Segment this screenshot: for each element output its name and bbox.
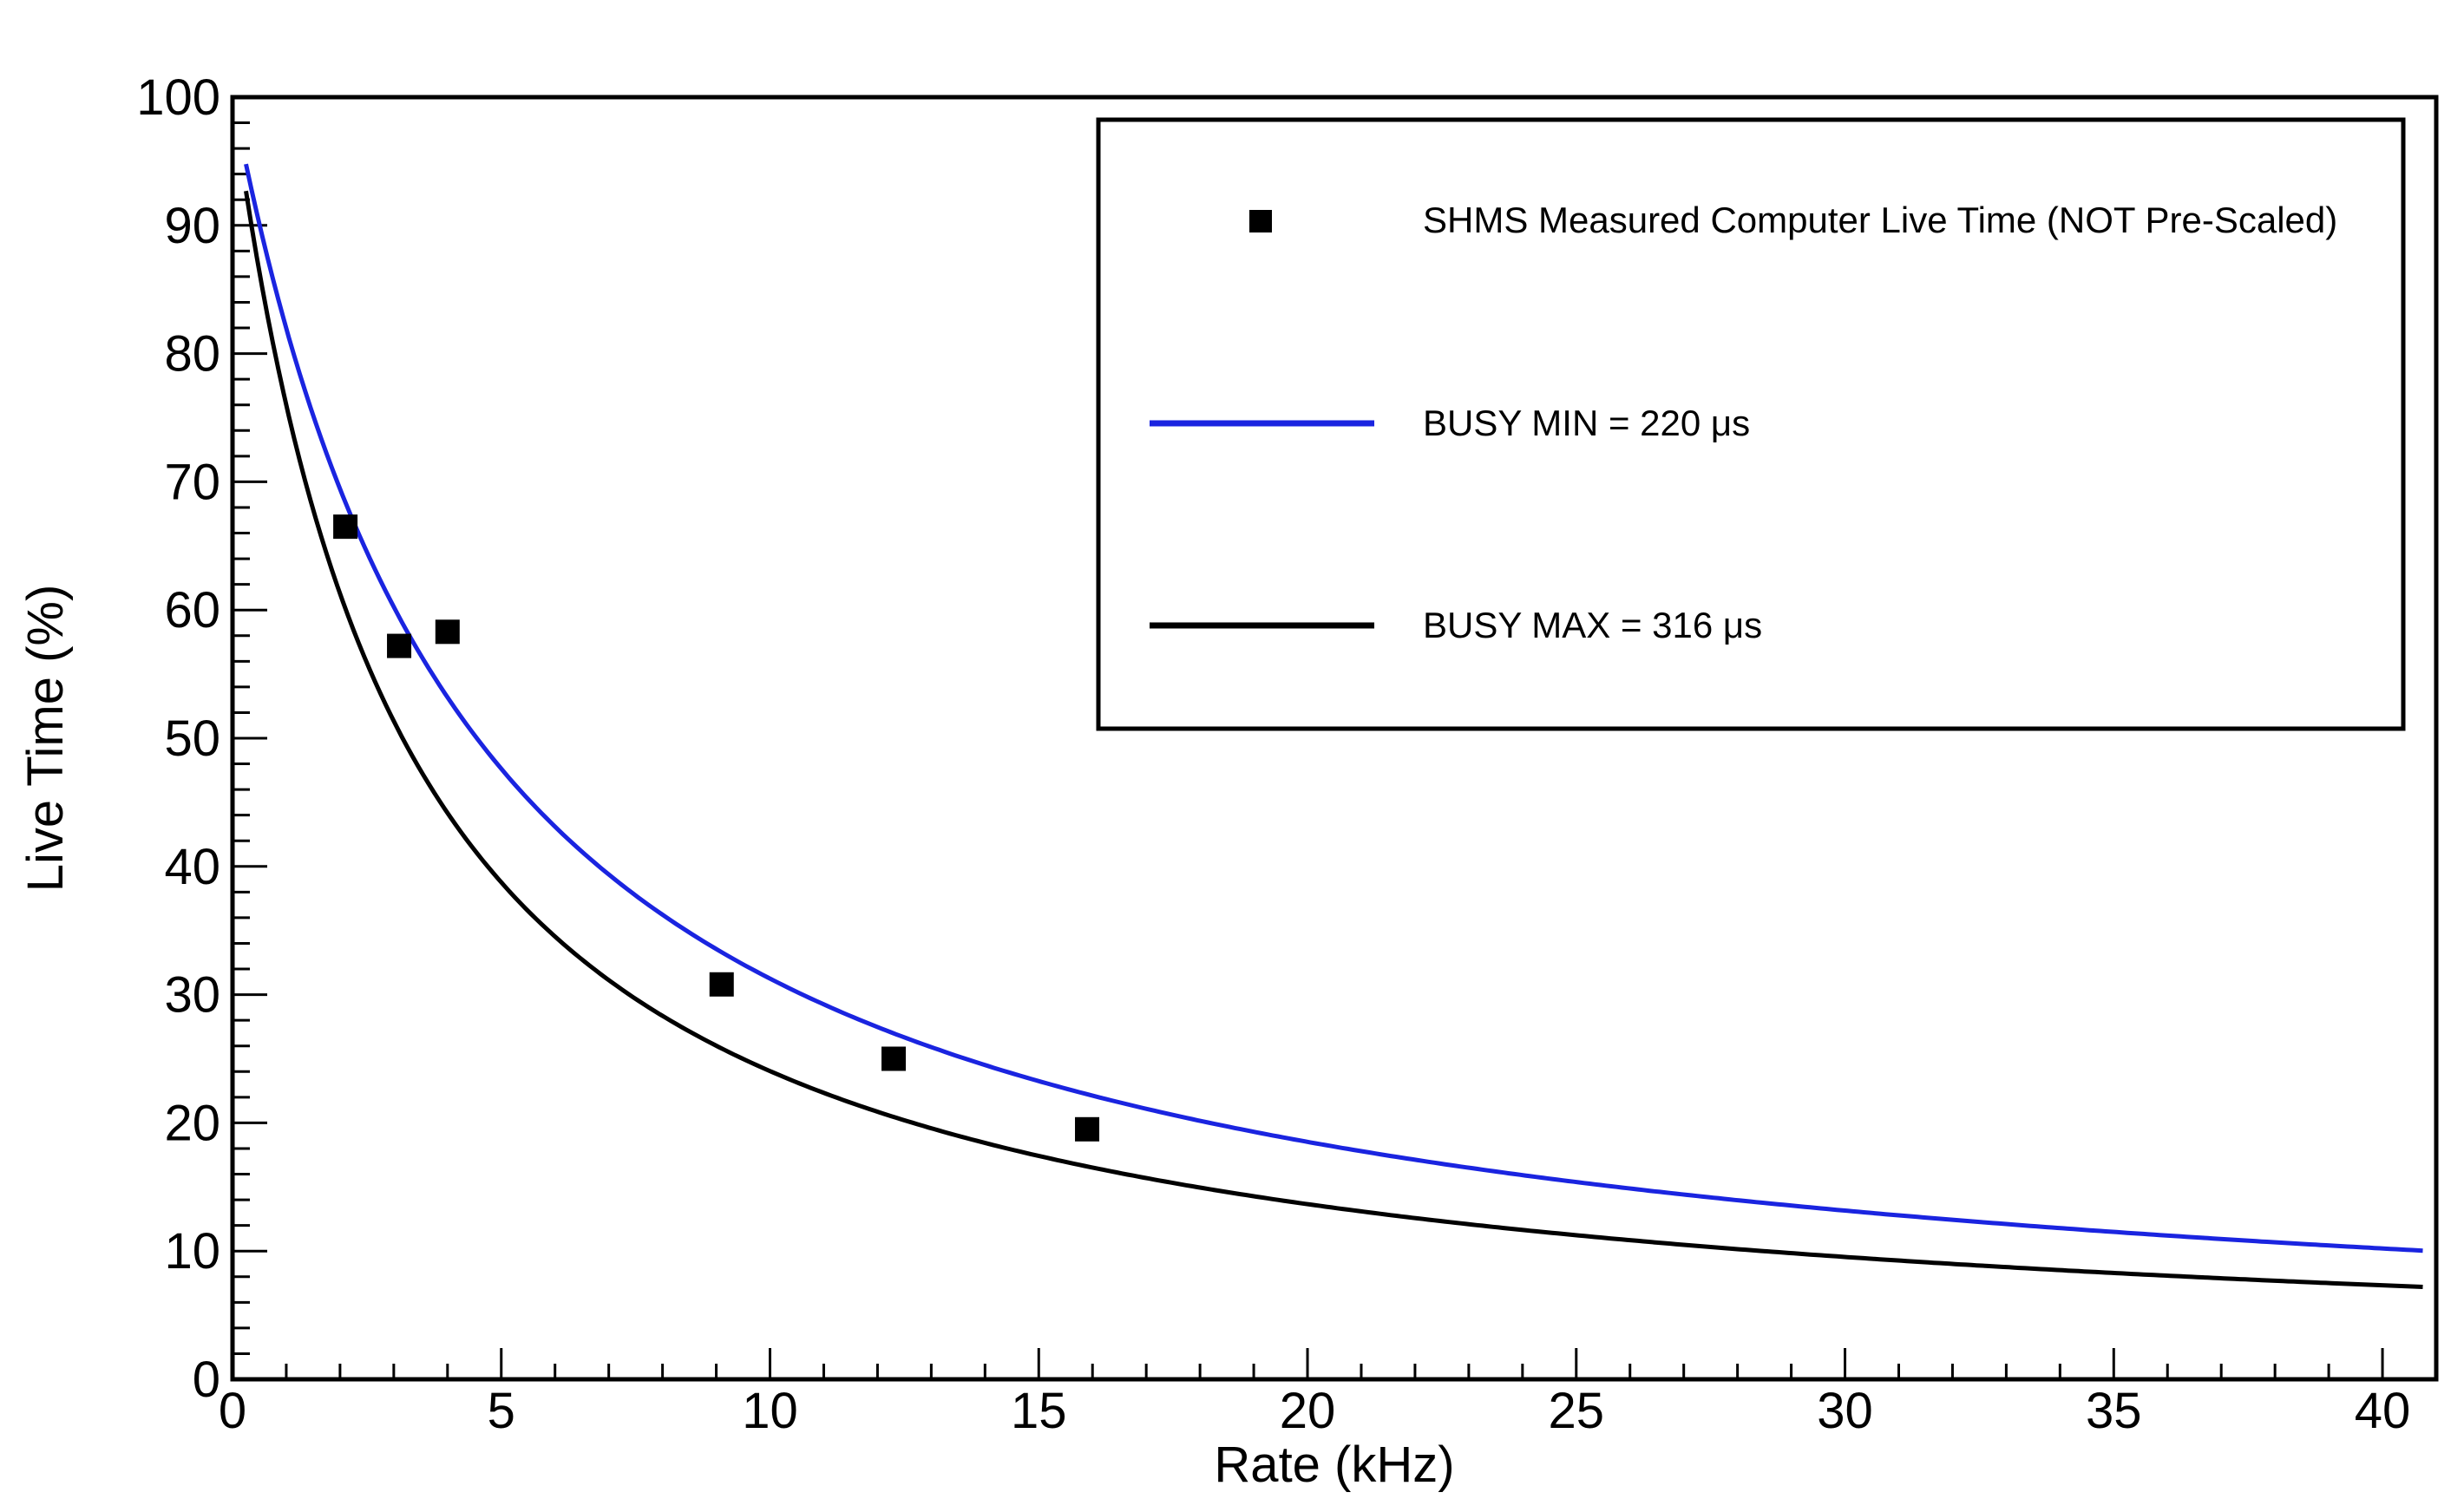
y-axis-ticks: 0 10 20 30 40 50 60 70 80 90 100 — [136, 69, 267, 1408]
x-tick-label: 30 — [1817, 1383, 1873, 1439]
x-tick-label: 40 — [2355, 1383, 2411, 1439]
measured-point — [881, 1046, 906, 1071]
x-tick-label: 20 — [1280, 1383, 1336, 1439]
y-axis-title: Live Time (%) — [17, 585, 74, 893]
measured-point — [387, 633, 412, 658]
y-tick-label: 30 — [164, 967, 220, 1024]
y-tick-label: 20 — [164, 1095, 220, 1151]
y-tick-label: 70 — [164, 454, 220, 510]
legend-marker-measured — [1249, 210, 1272, 232]
x-tick-label: 0 — [219, 1383, 246, 1439]
measured-point — [709, 972, 734, 997]
y-tick-label: 10 — [164, 1223, 220, 1280]
measured-point — [333, 514, 358, 540]
model-curves — [244, 163, 2423, 1289]
y-tick-label: 0 — [193, 1352, 220, 1408]
busy-min-curve — [244, 163, 2423, 1254]
y-tick-label: 80 — [164, 326, 220, 383]
x-tick-label: 5 — [488, 1383, 515, 1439]
measured-point — [1075, 1116, 1100, 1142]
y-tick-label: 40 — [164, 839, 220, 895]
y-tick-label: 60 — [164, 582, 220, 638]
x-tick-label: 35 — [2086, 1383, 2142, 1439]
legend: SHMS Measured Computer Live Time (NOT Pr… — [1096, 117, 2406, 731]
x-tick-label: 10 — [742, 1383, 798, 1439]
x-tick-label: 15 — [1011, 1383, 1067, 1439]
y-tick-label: 50 — [164, 710, 220, 767]
measured-point — [435, 619, 460, 645]
busy-max-curve — [244, 190, 2423, 1289]
legend-label-measured: SHMS Measured Computer Live Time (NOT Pr… — [1423, 200, 2337, 240]
x-axis-ticks: 0 5 10 15 20 25 30 35 40 — [219, 1348, 2438, 1439]
legend-label-busy-max: BUSY MAX = 316 μs — [1423, 605, 1762, 645]
y-tick-label: 100 — [136, 69, 220, 126]
legend-label-busy-min: BUSY MIN = 220 μs — [1423, 403, 1750, 443]
x-tick-label: 25 — [1549, 1383, 1605, 1439]
measured-points — [333, 514, 1100, 1142]
x-axis-title: Rate (kHz) — [1214, 1437, 1454, 1493]
y-tick-label: 90 — [164, 198, 220, 254]
